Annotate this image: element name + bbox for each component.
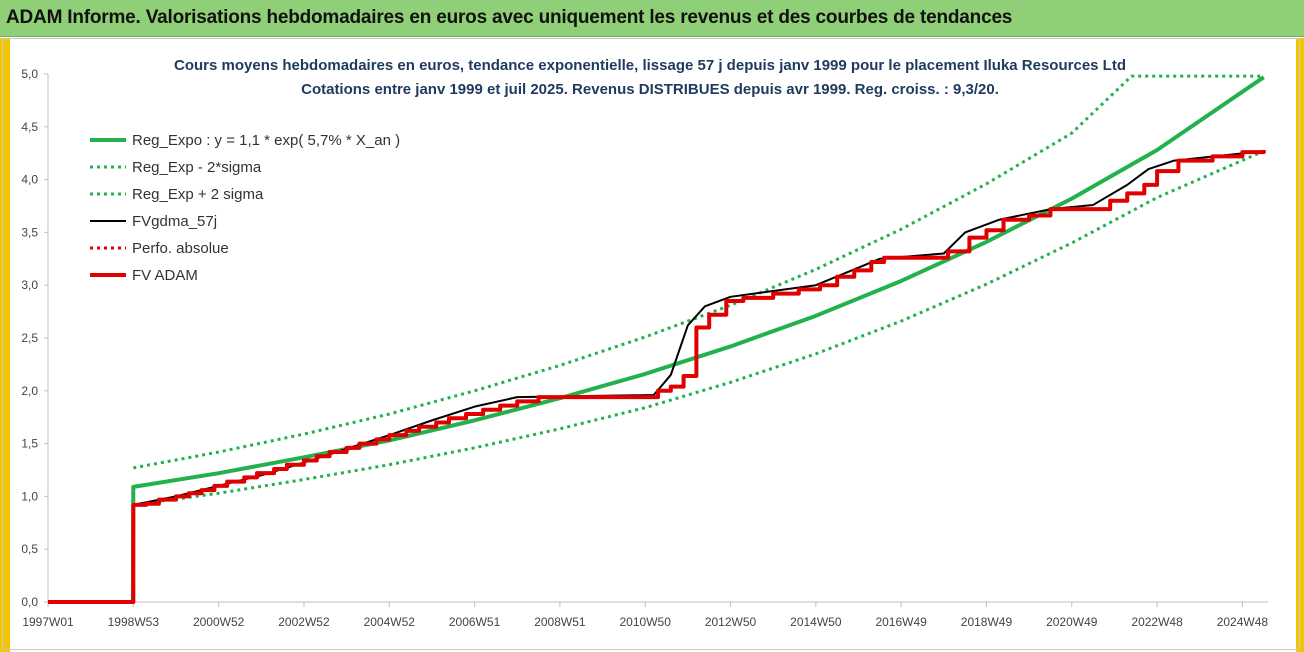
x-tick-label: 1997W01 xyxy=(22,615,74,629)
chart-titles: Cours moyens hebdomadaires en euros, ten… xyxy=(174,57,1126,98)
y-tick-label: 3,5 xyxy=(21,225,38,239)
chart-axes: 0,0 0,5 1,0 1,5 2,0 2,5 3,0 3,5 4,0 4,5 5,0 1997W01… xyxy=(21,67,1268,629)
x-tick-label: 1998W53 xyxy=(108,615,160,629)
y-tick-label: 3,0 xyxy=(21,278,38,292)
x-tick-label: 2008W51 xyxy=(534,615,586,629)
y-tick-label: 5,0 xyxy=(21,67,38,81)
legend-label-1: Reg_Exp - 2*sigma xyxy=(132,159,262,176)
x-tick-label: 2024W48 xyxy=(1217,615,1269,629)
y-tick-label: 4,0 xyxy=(21,173,38,187)
chart-frame xyxy=(2,38,1300,650)
chart-title-line-2: Cotations entre janv 1999 et juil 2025. … xyxy=(301,81,999,98)
y-tick-label: 0,5 xyxy=(21,542,38,556)
chart-legend: Reg_Expo : y = 1,1 * exp( 5,7% * X_an ) R… xyxy=(90,132,400,284)
chart-title-line-1: Cours moyens hebdomadaires en euros, ten… xyxy=(174,57,1126,74)
y-tick-label: 2,5 xyxy=(21,331,38,345)
x-tick-label: 2012W50 xyxy=(705,615,757,629)
x-tick-label: 2000W52 xyxy=(193,615,245,629)
x-tick-label: 2010W50 xyxy=(620,615,672,629)
left-accent-stripe xyxy=(0,38,10,652)
legend-label-5: FV ADAM xyxy=(132,267,198,284)
series-line-2 xyxy=(133,74,1264,470)
x-tick-label: 2002W52 xyxy=(278,615,330,629)
legend-label-2: Reg_Exp + 2 sigma xyxy=(132,186,264,203)
legend-label-3: FVgdma_57j xyxy=(132,213,217,230)
series-line-5 xyxy=(48,150,1266,604)
y-tick-label: 2,0 xyxy=(21,384,38,398)
header-banner: ADAM Informe. Valorisations hebdomadaire… xyxy=(0,0,1304,37)
x-tick-label: 2004W52 xyxy=(364,615,416,629)
y-tick-label: 0,0 xyxy=(21,595,38,609)
series-line-3 xyxy=(48,150,1264,603)
y-tick-label: 1,5 xyxy=(21,437,38,451)
x-tick-label: 2018W49 xyxy=(961,615,1013,629)
series-line-0 xyxy=(48,75,1265,604)
legend-label-0: Reg_Expo : y = 1,1 * exp( 5,7% * X_an ) xyxy=(132,132,400,149)
x-tick-label: 2014W50 xyxy=(790,615,842,629)
x-tick-label: 2020W49 xyxy=(1046,615,1098,629)
page-title: ADAM Informe. Valorisations hebdomadaire… xyxy=(6,7,1013,28)
x-tick-label: 2022W48 xyxy=(1131,615,1183,629)
x-tick-label: 2016W49 xyxy=(875,615,927,629)
chart-series xyxy=(48,74,1266,604)
right-accent-stripe xyxy=(1296,38,1304,652)
y-tick-label: 4,5 xyxy=(21,120,38,134)
legend-label-4: Perfo. absolue xyxy=(132,240,229,257)
x-tick-label: 2006W51 xyxy=(449,615,501,629)
y-tick-label: 1,0 xyxy=(21,489,38,503)
